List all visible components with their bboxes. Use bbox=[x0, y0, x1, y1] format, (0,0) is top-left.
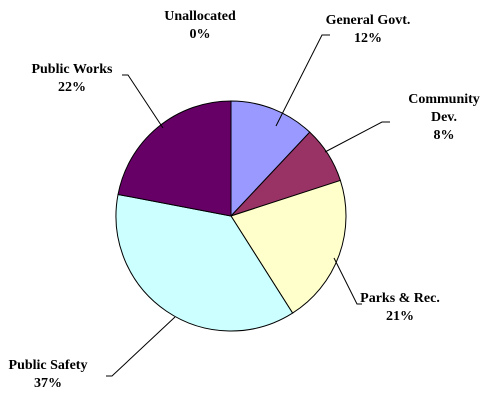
labels-layer: General Govt. 12% Community Dev. 8% Parks & R… bbox=[9, 9, 480, 391]
slice-value-label-community-dev: 8% bbox=[434, 128, 455, 143]
slices-layer bbox=[115, 100, 347, 332]
slice-value-label-unallocated: 0% bbox=[190, 27, 211, 42]
leader-line-general-govt bbox=[275, 34, 330, 127]
leader-line-community-dev bbox=[324, 121, 390, 153]
slice-label-parks-rec-0: Parks & Rec. bbox=[360, 291, 440, 306]
leader-line-parks-rec bbox=[333, 257, 362, 305]
pie-slice-parks-rec bbox=[230, 179, 347, 314]
slice-value-label-public-safety: 37% bbox=[34, 376, 62, 391]
slice-label-community-dev-0: Community bbox=[408, 92, 480, 107]
slice-value-label-public-works: 22% bbox=[58, 80, 86, 95]
leader-lines-layer bbox=[106, 34, 390, 377]
pie-slice-public-works bbox=[117, 100, 232, 217]
slice-label-unallocated-0: Unallocated bbox=[164, 9, 236, 24]
pie-slice-public-safety bbox=[115, 193, 294, 332]
leader-line-public-safety bbox=[106, 316, 176, 377]
slice-value-label-general-govt: 12% bbox=[354, 31, 382, 46]
slice-label-community-dev-1: Dev. bbox=[431, 110, 457, 125]
slice-label-public-safety-0: Public Safety bbox=[9, 358, 88, 373]
leader-line-public-works bbox=[122, 74, 164, 129]
slice-value-label-parks-rec: 21% bbox=[386, 309, 414, 324]
pie-slice-general-govt bbox=[230, 100, 311, 218]
slice-label-general-govt-0: General Govt. bbox=[326, 13, 411, 28]
slice-label-public-works-0: Public Works bbox=[31, 62, 113, 77]
